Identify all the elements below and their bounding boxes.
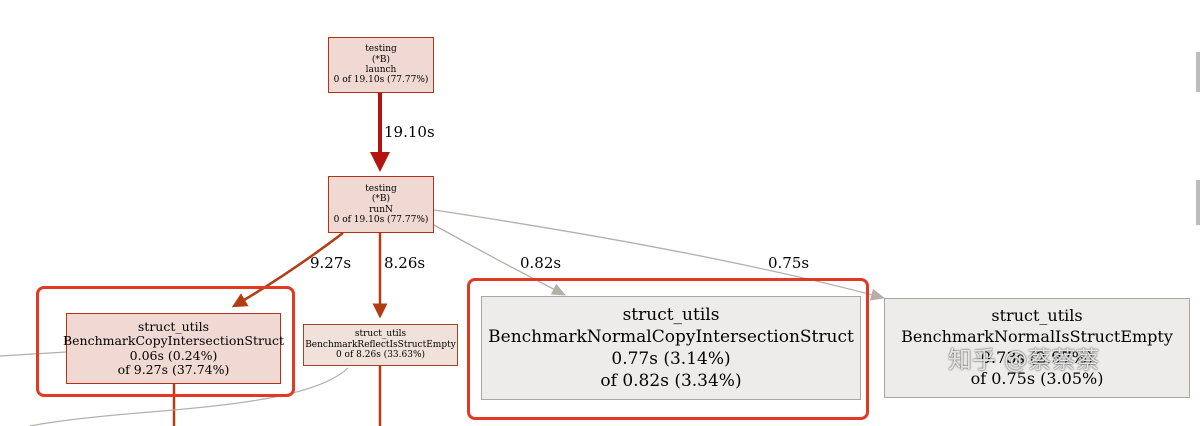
watermark: 知乎 @蔡蔡蔡	[948, 346, 1100, 374]
edge-label-runN-copy: 9.27s	[310, 254, 352, 272]
edge-runN-normal-empty	[433, 209, 885, 301]
scrollbar-mark-top	[1196, 52, 1200, 92]
highlight-normal-copy-node	[467, 278, 869, 420]
node-runN[interactable]: testing (*B) runN 0 of 19.10s (77.77%)	[328, 176, 434, 233]
edge-runN-copy	[231, 232, 344, 308]
highlight-copy-node	[36, 286, 295, 397]
edge-label-runN-normal-empty: 0.75s	[768, 254, 810, 272]
node-launch-receiver: (*B)	[371, 54, 391, 65]
node-launch-package: testing	[365, 44, 397, 55]
node-launch-cost: 0 of 19.10s (77.77%)	[333, 75, 429, 86]
node-launch[interactable]: testing (*B) launch 0 of 19.10s (77.77%)	[328, 37, 434, 93]
node-reflect-function: BenchmarkReflectIsStructEmpty	[305, 339, 456, 350]
node-copy-flat: 0.06s (0.24%)	[129, 347, 218, 363]
edge-offscreen-left	[0, 351, 67, 357]
node-copy-intersection[interactable]: struct_utils BenchmarkCopyIntersectionSt…	[62, 313, 285, 384]
node-runN-function: runN	[369, 204, 393, 215]
edge-offscreen-reflect-curve	[29, 367, 349, 426]
node-copy-package: struct_utils	[137, 318, 210, 334]
node-runN-receiver: (*B)	[371, 194, 391, 205]
node-normal-empty-cum: of 0.75s (3.05%)	[970, 368, 1104, 388]
node-reflect-cost: 0 of 8.26s (33.63%)	[335, 350, 426, 361]
node-copy-function: BenchmarkCopyIntersectionStruct	[62, 333, 285, 349]
node-normal-empty-package: struct_utils	[991, 306, 1083, 326]
node-runN-package: testing	[365, 183, 397, 194]
node-normal-empty-function: BenchmarkNormalIsStructEmpty	[901, 327, 1173, 347]
node-normal-copy-flat: 0.77s (3.14%)	[611, 349, 731, 369]
node-reflect-is-struct-empty[interactable]: struct_utils BenchmarkReflectIsStructEmp…	[303, 324, 458, 366]
edge-runN-normal-copy	[433, 224, 566, 296]
node-launch-function: launch	[365, 65, 397, 75]
node-normal-copy-intersection[interactable]: struct_utils BenchmarkNormalCopyIntersec…	[481, 296, 861, 400]
node-normal-copy-function: BenchmarkNormalCopyIntersectionStruct	[488, 326, 854, 347]
edge-label-runN-normal-copy: 0.82s	[520, 254, 562, 272]
node-copy-cum: of 9.27s (37.74%)	[117, 361, 230, 377]
node-reflect-package: struct_utils	[354, 329, 407, 340]
scrollbar-mark-bottom	[1196, 180, 1200, 225]
node-normal-copy-package: struct_utils	[622, 304, 720, 325]
node-normal-is-struct-empty[interactable]: struct_utils BenchmarkNormalIsStructEmpt…	[884, 298, 1190, 398]
node-normal-empty-flat: 0.73s (2.97%)	[980, 348, 1094, 367]
node-normal-copy-cum: of 0.82s (3.34%)	[600, 371, 742, 392]
edge-label-runN-reflect: 8.26s	[384, 254, 426, 272]
edge-label-launch-runN: 19.10s	[384, 123, 435, 141]
node-runN-cost: 0 of 19.10s (77.77%)	[333, 214, 429, 225]
